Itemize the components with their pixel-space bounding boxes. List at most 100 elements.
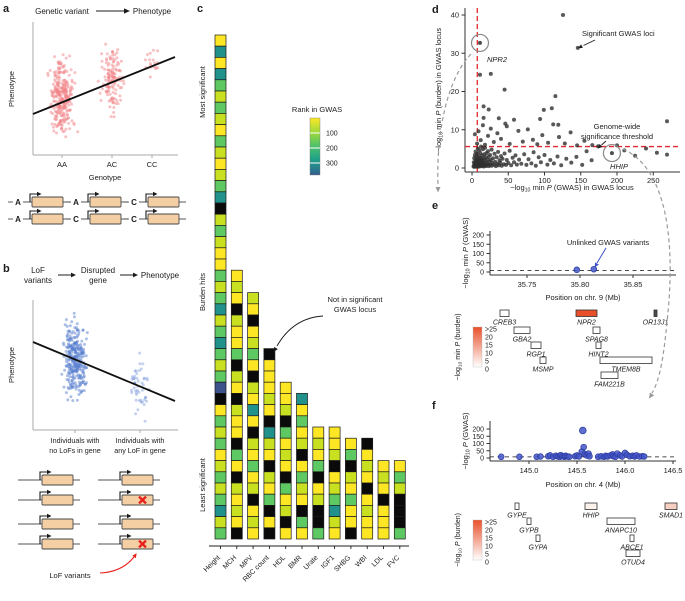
scatter-point (69, 386, 73, 390)
scatter-point (654, 150, 659, 155)
scatter-point (132, 377, 136, 381)
scatter-point (67, 103, 71, 107)
colorbar-label: 0 (485, 560, 489, 567)
heatmap-cell (345, 471, 357, 484)
heatmap-cell (247, 393, 259, 405)
scatter-point (75, 364, 79, 368)
d-xtick-label: 50 (504, 176, 512, 185)
colorbar-label: 5 (485, 359, 489, 366)
arrowhead-icon (273, 346, 278, 353)
scatter-point (561, 13, 565, 17)
title-arrowhead-icon (133, 272, 138, 278)
scatter-point (524, 162, 529, 167)
scatter-point (76, 339, 80, 343)
scatter-point (53, 55, 56, 59)
heatmap-cell (230, 370, 243, 383)
scatter-point (55, 91, 59, 95)
scatter-point (134, 412, 138, 416)
ytick-label: 200 (472, 427, 484, 434)
heatmap-cell (393, 527, 406, 540)
d-xlabel: −log10​ min P (GWAS) in GWAS locus (510, 183, 634, 194)
scatter-point (64, 102, 68, 106)
heatmap-cell (214, 90, 227, 103)
heatmap-cell (393, 505, 406, 517)
scatter-point (81, 328, 85, 332)
f-gene-track: GYPE HHIP SMAD1 GYPB ANAPC10 GYPA ABCE1 OTUD4 (507, 502, 683, 567)
a-xlabel: Genotype (89, 173, 122, 182)
scatter-point (148, 51, 152, 55)
gene-label: NPR2 (577, 320, 596, 327)
heatmap-cell (377, 505, 390, 517)
scatter-point (105, 52, 109, 56)
scatter-point (575, 45, 580, 50)
heatmap-cell (230, 493, 243, 506)
scatter-point (67, 350, 71, 354)
gene-label: GYPE (507, 513, 527, 520)
colorbar-label: 0 (485, 367, 489, 374)
heatmap-cell (279, 381, 292, 394)
scatter-point (488, 71, 493, 76)
heatmap-cell (312, 493, 325, 506)
scatter-point (536, 155, 541, 160)
heatmap-cell (377, 516, 390, 529)
heatmap-cell (296, 527, 308, 540)
scatter-point (68, 108, 71, 112)
scatter-point (76, 362, 80, 366)
scatter-point (113, 53, 117, 57)
scatter-point (562, 141, 567, 146)
scatter-point (72, 123, 76, 126)
scatter-point (70, 381, 74, 385)
heatmap-cell (296, 493, 308, 506)
heatmap-cell (230, 337, 243, 349)
title-arrowhead-icon (71, 272, 76, 278)
scatter-point (75, 369, 79, 373)
scatter-point (488, 126, 493, 131)
heatmap-cell (247, 404, 259, 417)
tss-arrow (39, 515, 47, 524)
scatter-point (46, 74, 50, 77)
heatmap-cell (230, 527, 243, 540)
scatter-point (69, 85, 73, 88)
tss-arrowhead-icon (47, 489, 52, 495)
scatter-point (134, 398, 138, 402)
tss-arrowhead-icon (127, 469, 132, 475)
scatter-point (63, 120, 67, 124)
scatter-point (590, 143, 595, 148)
allele-letter: C (131, 198, 137, 207)
scatter-point (73, 331, 77, 335)
heatmap-cell (393, 516, 406, 529)
d-ytick-label: 0 (455, 164, 459, 173)
gene-label: SMAD1 (659, 513, 683, 520)
b-scatter-area (32, 311, 176, 423)
scatter-point (106, 93, 109, 97)
scatter-point (486, 133, 490, 138)
heatmap-cell (214, 314, 227, 327)
scatter-point (478, 138, 483, 143)
scatter-point (512, 117, 516, 122)
heatmap-cell (279, 415, 292, 428)
heatmap-cell (328, 505, 341, 517)
scatter-point (64, 94, 67, 97)
heatmap-cell (296, 471, 308, 484)
scatter-point (555, 154, 560, 159)
a-scatter-area (32, 42, 176, 139)
heatmap-cell (214, 415, 227, 428)
heatmap-cell (230, 314, 243, 327)
scatter-point (103, 75, 107, 79)
heatmap-cell (296, 482, 308, 495)
scatter-point (76, 346, 80, 350)
gwas-variant-dot (566, 453, 573, 461)
scatter-point (70, 347, 74, 351)
scatter-point (76, 130, 80, 134)
gene-box (513, 326, 531, 334)
scatter-point (116, 84, 120, 87)
xtick-label: 35.80 (571, 280, 590, 289)
scatter-point (582, 138, 587, 143)
gene-box (629, 534, 635, 542)
scatter-point (491, 140, 496, 144)
heatmap-cell (263, 505, 276, 517)
d-annotation-threshold-2: significance threshold (581, 132, 653, 141)
scatter-point (146, 53, 149, 56)
heatmap-cell (279, 426, 292, 439)
